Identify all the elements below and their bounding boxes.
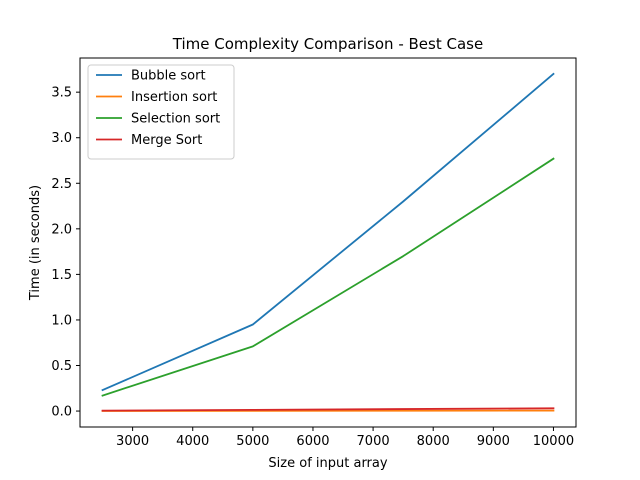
x-axis: 3000 4000 5000 6000 7000 8000 9000 10000 <box>116 427 574 449</box>
plot-frame <box>79 57 577 428</box>
legend-label: Bubble sort <box>131 69 206 84</box>
x-tick-label: 5000 <box>236 434 269 449</box>
x-axis-label: Size of input array <box>268 456 387 471</box>
x-tick-label: 7000 <box>357 434 390 449</box>
x-tick-label: 10000 <box>533 434 574 449</box>
legend-label: Insertion sort <box>131 90 217 105</box>
series-line-bubble-sort <box>101 72 555 392</box>
x-tick-label: 6000 <box>296 434 329 449</box>
chart-title: Time Complexity Comparison - Best Case <box>172 35 483 53</box>
x-tick-label: 8000 <box>417 434 450 449</box>
y-axis: 0.0 0.5 1.0 1.5 2.0 2.5 3.0 3.5 <box>51 86 80 420</box>
y-tick-label: 3.0 <box>51 131 72 146</box>
legend-label: Selection sort <box>131 112 220 127</box>
x-tick-label: 4000 <box>176 434 209 449</box>
y-tick-label: 1.5 <box>51 268 72 283</box>
y-tick-label: 2.5 <box>51 177 72 192</box>
series-line-merge-sort <box>101 407 555 412</box>
legend-box <box>87 64 235 160</box>
y-tick-label: 0.0 <box>51 405 72 420</box>
y-tick-label: 3.5 <box>51 86 72 101</box>
y-tick-label: 1.0 <box>51 313 72 328</box>
x-tick-label: 3000 <box>116 434 149 449</box>
legend-label: Merge Sort <box>131 133 202 148</box>
legend: Bubble sort Insertion sort Selection sort M… <box>87 64 235 160</box>
y-tick-label: 2.0 <box>51 222 72 237</box>
x-tick-label: 9000 <box>477 434 510 449</box>
series-line-selection-sort <box>101 157 555 397</box>
series-lines <box>101 72 555 412</box>
y-tick-label: 0.5 <box>51 359 72 374</box>
y-axis-label: Time (in seconds) <box>28 185 43 301</box>
